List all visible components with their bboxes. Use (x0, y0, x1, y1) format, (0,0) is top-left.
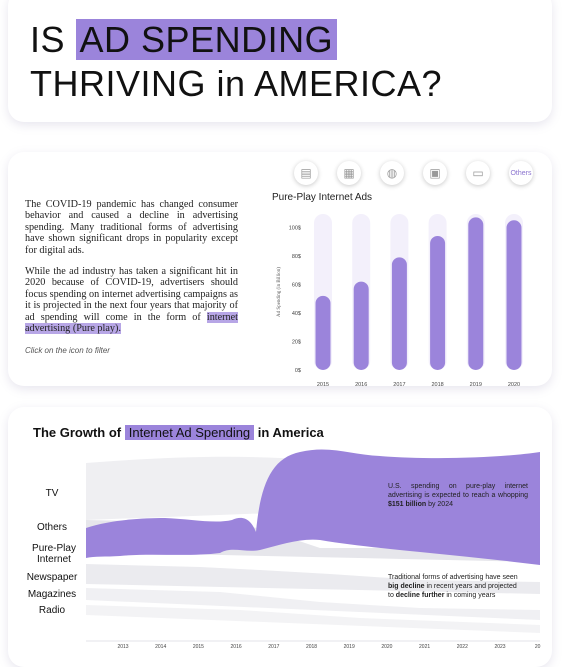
stream-x-tick-label: 2018 (306, 644, 317, 650)
note2-bold-2: decline further (396, 592, 445, 599)
stream-x-tick-label: 2015 (193, 644, 204, 650)
stream-x-tick-label: 2022 (457, 644, 468, 650)
stream-category-tv: TV (20, 488, 84, 499)
stream-x-tick-label: 2016 (231, 644, 242, 650)
note2-text: Traditional forms of advertising have se… (388, 574, 518, 581)
stream-category-radio: Radio (20, 605, 84, 616)
note1-amount: $151 billion (388, 501, 426, 508)
note1-text: U.S. spending on pure-play internet adve… (388, 483, 528, 499)
note1-suffix: by 2024 (426, 501, 453, 508)
internet-growth-note: U.S. spending on pure-play internet adve… (388, 482, 528, 509)
stream-category-pure-play-internet: Pure-Play Internet (22, 543, 86, 565)
stream-x-tick-label: 2013 (117, 644, 128, 650)
stream-x-tick-label: 2017 (268, 644, 279, 650)
stream-category-newspaper: Newspaper (20, 572, 84, 583)
stream-x-tick-label: 20 (535, 644, 541, 650)
stream-x-tick-label: 2014 (155, 644, 166, 650)
traditional-decline-note: Traditional forms of advertising have se… (388, 573, 523, 600)
stream-x-tick-label: 2019 (344, 644, 355, 650)
stream-x-tick-label: 2020 (381, 644, 392, 650)
note2-suffix: in coming years (444, 592, 495, 599)
stream-category-others: Others (20, 522, 84, 533)
stream-category-magazines: Magazines (20, 589, 84, 600)
stream-x-tick-label: 2023 (494, 644, 505, 650)
note2-bold-1: big decline (388, 583, 425, 590)
stream-x-tick-label: 2021 (419, 644, 430, 650)
